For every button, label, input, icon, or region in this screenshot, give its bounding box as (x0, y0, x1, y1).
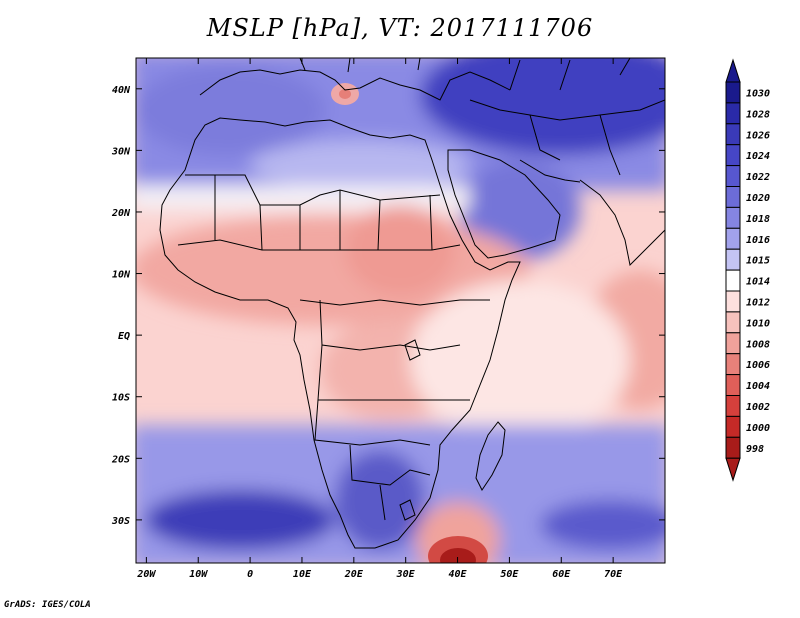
colorbar-box (725, 311, 741, 334)
colorbar-label: 1030 (746, 88, 770, 99)
colorbar-label: 1026 (746, 130, 770, 141)
india-coastline (579, 179, 665, 267)
lon-label: 40E (449, 569, 468, 580)
colorbar-label: 1018 (746, 214, 770, 225)
lon-label: 50E (500, 569, 519, 580)
colorbar-box (725, 248, 741, 271)
arabia-coastline (447, 149, 561, 259)
coastlines (159, 58, 665, 549)
colorbar-label: 1024 (746, 151, 770, 162)
colorbar-label: 1028 (746, 109, 770, 120)
colorbar-box (725, 269, 741, 292)
map-title: MSLP [hPa], VT: 2017111706 (206, 14, 594, 42)
colorbar-box (725, 374, 741, 397)
madagascar-coastline (475, 421, 506, 491)
colorbar-label: 1008 (746, 339, 770, 350)
colorbar-label: 1000 (746, 423, 770, 434)
colorbar-label: 1014 (746, 277, 770, 288)
colorbar-box (725, 415, 741, 438)
colorbar-box (725, 165, 741, 188)
pressure-field (136, 58, 665, 563)
colorbar-label: 1006 (746, 360, 770, 371)
grads-credit: GrADS: IGES/COLA (4, 600, 91, 610)
colorbar-box (725, 332, 741, 355)
colorbar-label: 1002 (746, 402, 770, 413)
lon-label: 0 (247, 569, 253, 580)
colorbar-box (725, 123, 741, 146)
colorbar-label: 1004 (746, 381, 770, 392)
colorbar-label: 1010 (746, 318, 770, 329)
colorbar-top-arrow (725, 58, 741, 83)
lat-label: 20N (111, 208, 131, 219)
lat-label: 30S (111, 516, 130, 527)
lon-label: 10E (293, 569, 312, 580)
colorbar-label: 998 (746, 444, 764, 455)
europe-coastline (199, 69, 511, 101)
lon-label: 70E (604, 569, 623, 580)
lon-label: 10W (189, 569, 208, 580)
lon-label: 60E (552, 569, 571, 580)
longitude-axis: 20W 10W 0 10E 20E 30E 40E 50E 60E 70E (136, 58, 623, 580)
lat-label: 40N (112, 85, 131, 96)
colorbar-box (725, 227, 741, 250)
lat-label: EQ (118, 331, 130, 342)
plot-frame (135, 57, 666, 564)
colorbar-box (725, 186, 741, 208)
africa-coastline (159, 117, 521, 549)
lon-label: 20E (344, 569, 364, 580)
lat-label: 30N (111, 146, 131, 157)
lat-label: 20S (111, 454, 130, 465)
colorbar-label: 1020 (746, 193, 770, 204)
colorbar-box (725, 144, 741, 167)
colorbar-label: 1015 (746, 256, 770, 267)
colorbar-box (725, 290, 741, 313)
lon-label: 20W (136, 569, 156, 580)
lon-label: 30E (396, 569, 416, 580)
colorbar-bottom-arrow (725, 457, 741, 482)
lat-label: 10S (112, 393, 130, 404)
colorbar-box (725, 436, 741, 459)
colorbar-label: 1016 (746, 235, 770, 246)
colorbar-box (725, 81, 741, 104)
lat-label: 10N (112, 270, 131, 281)
colorbar-box (725, 395, 741, 417)
colorbar-box (725, 102, 741, 125)
latitude-axis: 40N 30N 20N 10N EQ 10S 20S 30S (111, 85, 665, 527)
colorbar-box (725, 206, 741, 229)
colorbar-label: 1012 (746, 297, 770, 308)
colorbar-label: 1022 (746, 172, 770, 183)
colorbar-box (725, 353, 741, 376)
colorbar: 1030 1028 1026 1024 1022 1020 1018 1016 1015 1014… (725, 58, 770, 482)
